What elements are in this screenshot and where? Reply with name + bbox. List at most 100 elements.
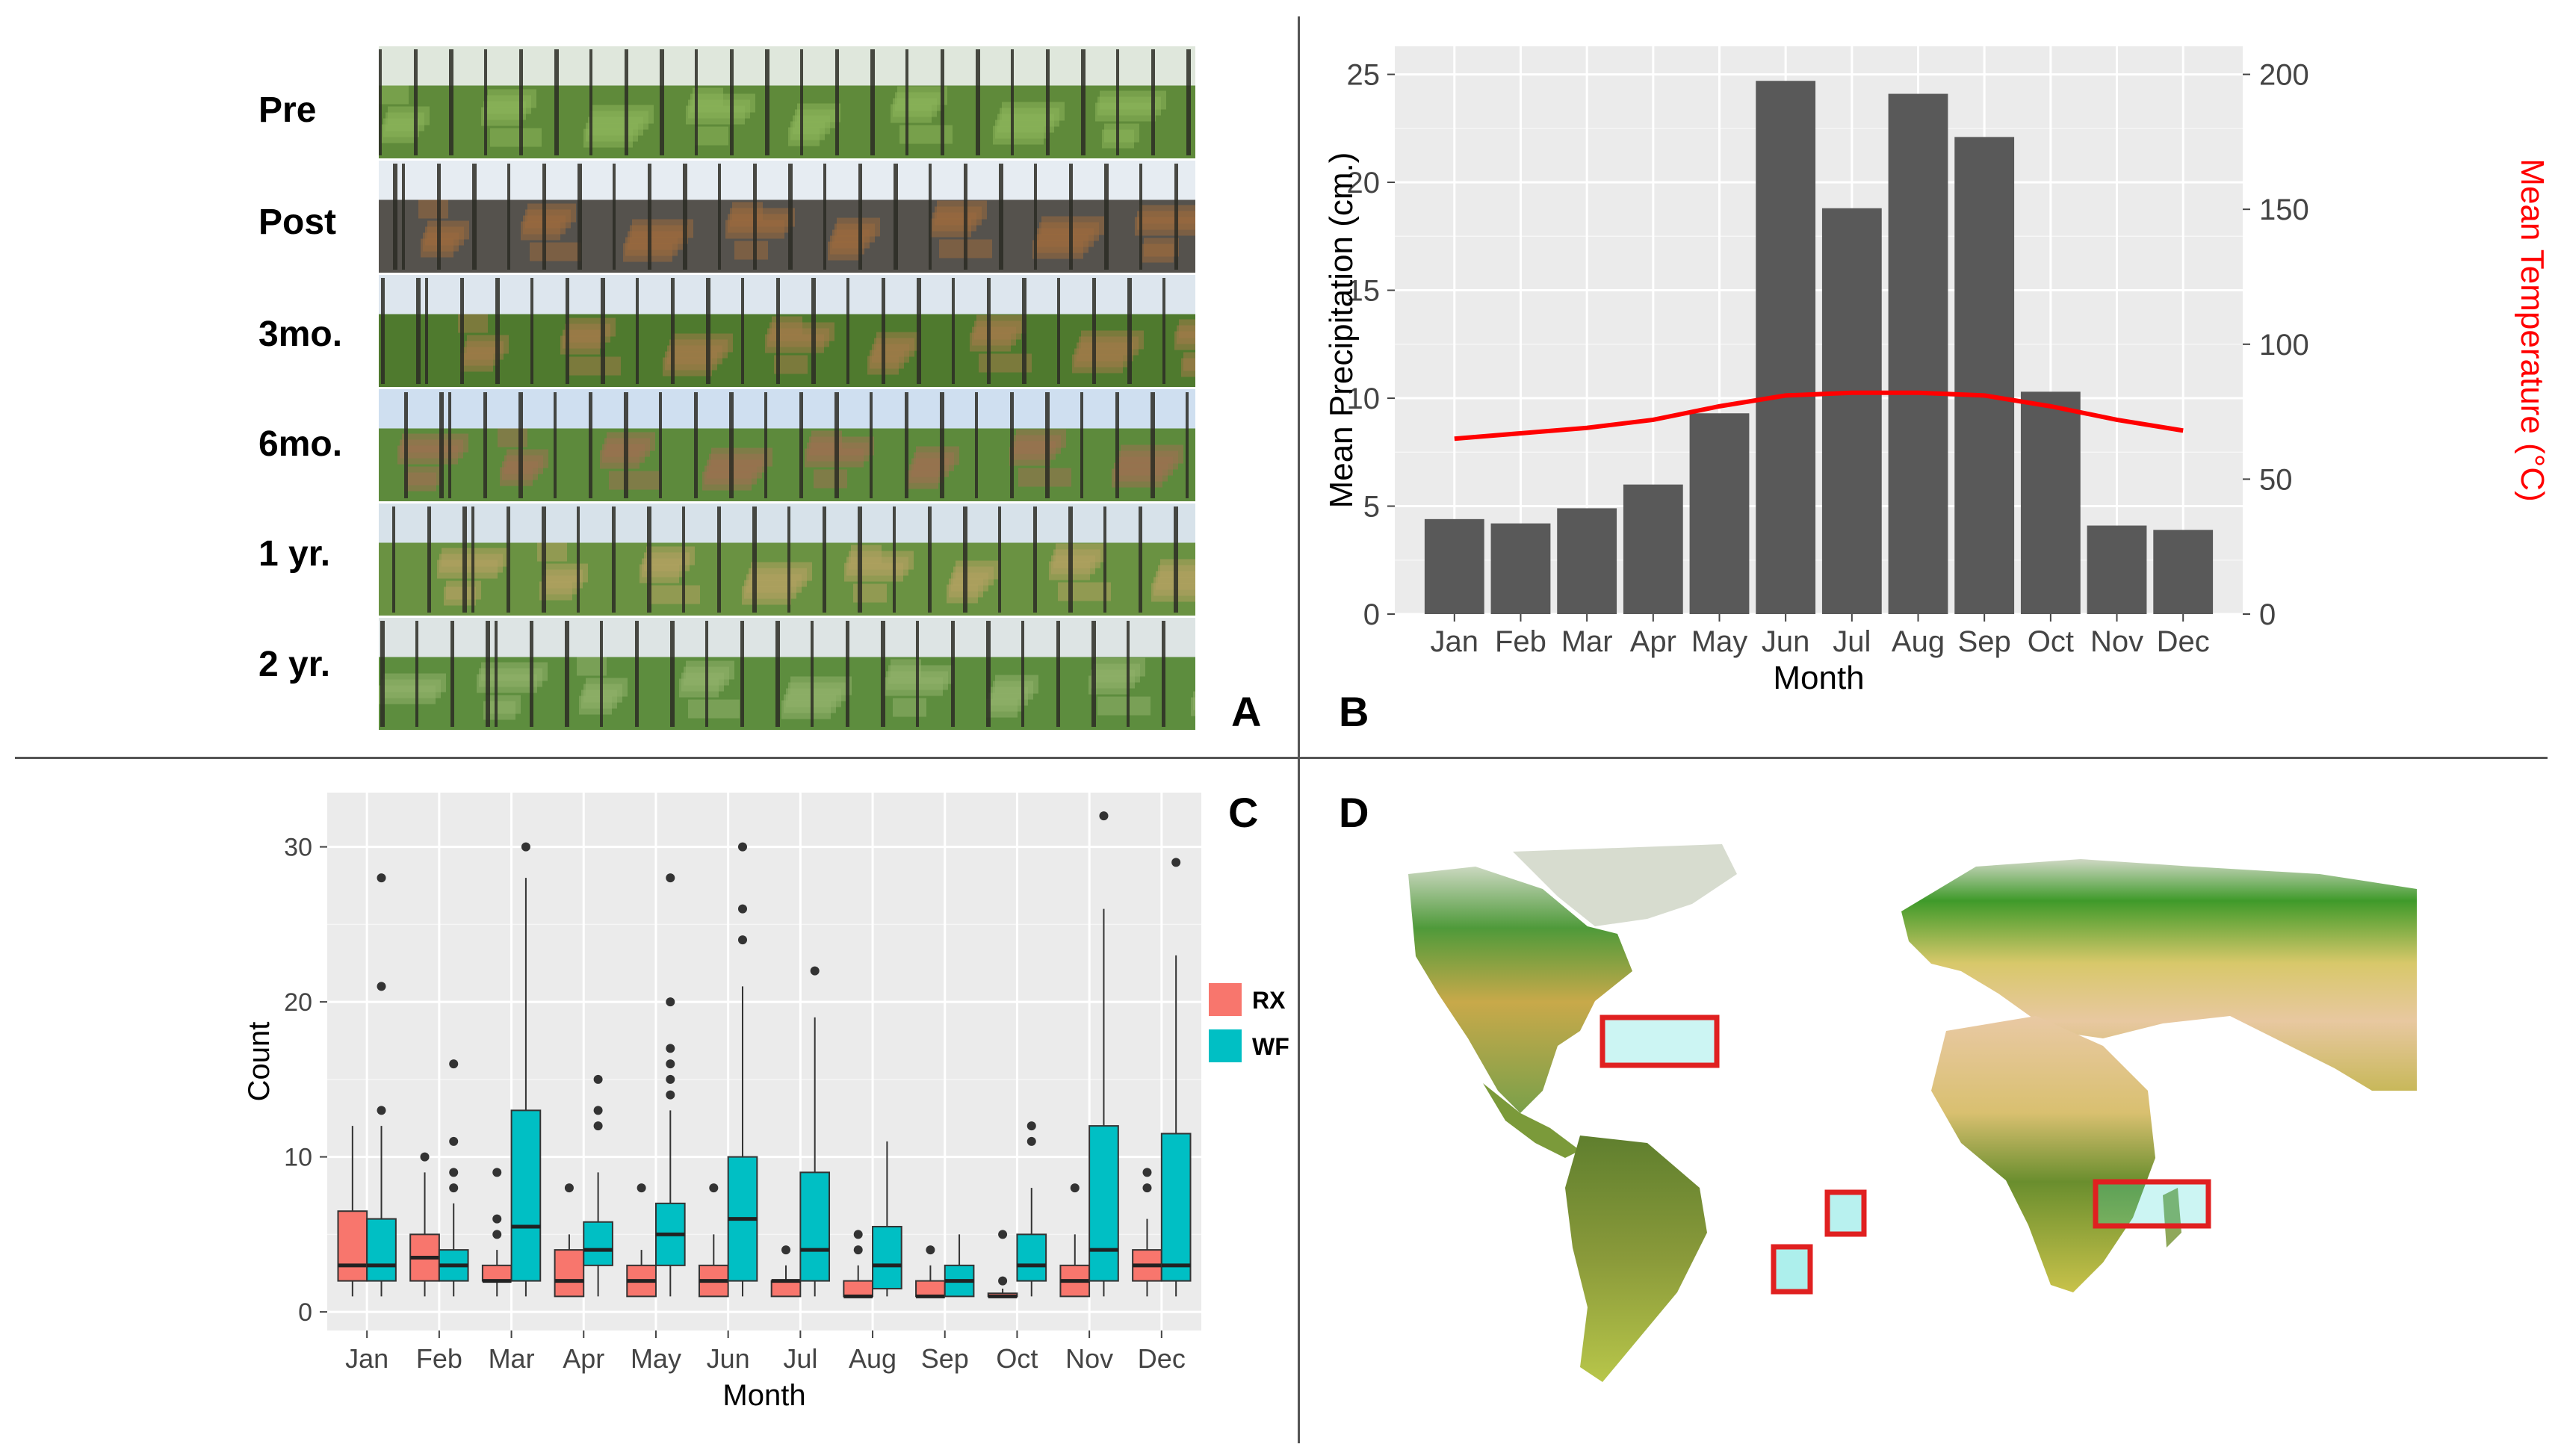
box-wf-sep	[944, 1234, 975, 1298]
photo-tree-trunk	[449, 49, 453, 155]
photo-shrub	[569, 356, 621, 376]
photo-tree-trunk	[416, 278, 421, 384]
x-tick-label: Jul	[783, 1343, 817, 1374]
box-rx-feb	[409, 1152, 440, 1297]
photo-tree-trunk	[518, 392, 523, 498]
photo-shrub	[486, 695, 521, 714]
box-iqr	[770, 1280, 802, 1298]
map-greenland	[1513, 844, 1737, 926]
photo-tree-trunk	[507, 164, 510, 270]
photo-strip-0	[379, 46, 1195, 158]
x-tick-label: Nov	[2090, 625, 2143, 658]
x-tick-label: Feb	[416, 1343, 462, 1374]
bar-dec	[2153, 530, 2214, 614]
photo-shrub	[1056, 543, 1106, 563]
box-wf-jun	[727, 842, 758, 1297]
photo-tree-trunk	[999, 164, 1003, 270]
x-tick-label: Nov	[1065, 1343, 1113, 1374]
outlier-point	[737, 904, 747, 914]
photo-tree-trunk	[976, 49, 980, 155]
photo-tree-trunk	[998, 506, 1001, 613]
y-tick-label: 25	[1347, 59, 1381, 92]
x-tick-label: Apr	[563, 1343, 604, 1374]
photo-shrub	[995, 675, 1038, 694]
photo-tree-trunk	[1162, 621, 1165, 727]
photo-tree-trunk	[612, 506, 616, 613]
photo-tree-trunk	[882, 278, 885, 384]
box-iqr	[554, 1249, 585, 1298]
photo-tree-trunk	[1174, 164, 1178, 270]
outlier-point	[1026, 1121, 1036, 1131]
photo-tree-trunk	[659, 392, 662, 498]
photo-sky	[379, 46, 1195, 86]
photo-tree-trunk	[1103, 506, 1106, 613]
photo-shrub	[814, 469, 847, 489]
photo-tree-trunk	[554, 49, 559, 155]
photo-label-2yr: 2 yr.	[258, 645, 331, 684]
bar-jun	[1756, 81, 1816, 615]
photo-shrub	[609, 471, 660, 490]
map-box-argentina	[1771, 1244, 1813, 1295]
photo-tree-trunk	[486, 621, 490, 727]
photo-tree-trunk	[718, 164, 721, 270]
x-tick-label: Aug	[1892, 625, 1945, 658]
photo-tree-trunk	[916, 621, 919, 727]
photo-tree-trunk	[835, 49, 839, 155]
box-rx-nov	[1059, 1183, 1091, 1298]
box-wf-jan	[366, 873, 397, 1297]
x-axis-title: Month	[1773, 660, 1864, 696]
box-rx-sep	[915, 1245, 946, 1298]
x-tick-label: Apr	[1630, 625, 1676, 658]
outlier-point	[492, 1230, 502, 1239]
photo-tree-trunk	[823, 506, 826, 613]
photo-tree-trunk	[964, 164, 967, 270]
photo-shrub	[751, 562, 812, 581]
photo-tree-trunk	[963, 506, 967, 613]
photo-tree-trunk	[706, 278, 710, 384]
photo-shrub	[527, 203, 576, 223]
bar-may	[1689, 413, 1750, 614]
photo-shrub	[567, 317, 616, 337]
photo-shrub	[672, 333, 733, 353]
photo-tree-trunk	[484, 49, 487, 155]
bar-oct	[2020, 391, 2081, 614]
photo-tree-trunk	[1081, 49, 1086, 155]
outlier-point	[1142, 1183, 1152, 1193]
photo-tree-trunk	[647, 506, 651, 613]
legend-label-wf: WF	[1252, 1033, 1289, 1060]
outlier-point	[926, 1245, 935, 1255]
photo-tree-trunk	[601, 278, 605, 384]
outlier-point	[377, 1106, 386, 1115]
outlier-point	[1070, 1183, 1080, 1193]
outlier-point	[853, 1230, 863, 1239]
panel-c-chart: 0 10 20 30 Jan Feb Mar Apr May Jun Jul Aug Sep Oct Nov…	[243, 793, 1289, 1412]
bar-jul	[1821, 208, 1882, 614]
photo-tree-trunk	[624, 392, 628, 498]
photo-shrub	[490, 128, 542, 147]
photo-shrub	[481, 662, 548, 681]
x-tick-label: Jan	[1431, 625, 1479, 658]
photo-tree-trunk	[765, 49, 769, 155]
photo-shrub	[586, 678, 628, 697]
photo-tree-trunk	[1046, 49, 1050, 155]
box-iqr	[481, 1264, 512, 1282]
photo-tree-trunk	[530, 621, 533, 727]
photo-shrub	[427, 220, 469, 240]
bar-jan	[1424, 518, 1484, 614]
outlier-point	[666, 873, 675, 883]
outlier-point	[449, 1168, 459, 1177]
photo-shrub	[1016, 429, 1066, 448]
photo-tree-trunk	[870, 392, 873, 498]
photo-shrub	[607, 432, 655, 451]
photo-shrub	[383, 673, 446, 693]
outlier-point	[666, 997, 675, 1007]
photo-tree-trunk	[577, 164, 582, 270]
photo-tree-trunk	[1127, 621, 1130, 727]
photo-tree-trunk	[381, 278, 385, 384]
map-box-africa	[2093, 1179, 2211, 1229]
photo-shrub	[1183, 352, 1195, 371]
photo-tree-trunk	[788, 164, 793, 270]
photo-shrub	[507, 449, 548, 468]
photo-sky	[379, 275, 1195, 315]
photo-tree-trunk	[917, 278, 921, 384]
